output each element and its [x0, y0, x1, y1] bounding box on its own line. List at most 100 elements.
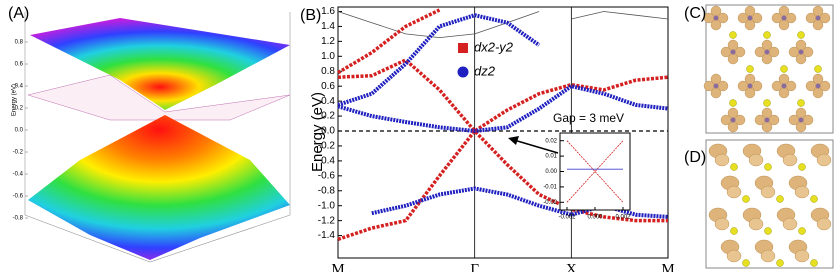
atom: [776, 195, 784, 203]
atom: [730, 117, 736, 123]
orbital-lobe: [771, 12, 783, 24]
panel-c-structure: [703, 4, 834, 134]
x-tick-label: 0.000: [587, 215, 603, 221]
annotation: Gap = 3 meV: [553, 111, 624, 125]
y-tick-label: 1.4: [321, 21, 335, 32]
orbital-lobe: [748, 153, 764, 167]
x-tick-label: 0.002: [615, 215, 631, 221]
atom: [729, 31, 737, 39]
y-tick-label: 0.00: [545, 169, 557, 175]
orbital-lobe: [816, 217, 832, 231]
orbital-lobe: [819, 80, 831, 92]
orbital-lobe: [794, 185, 810, 199]
y-tick-label: -0.2: [318, 141, 336, 152]
orbital-lobe: [726, 185, 742, 199]
atom: [781, 83, 787, 89]
atom: [797, 31, 805, 39]
atom: [764, 227, 772, 235]
orbital-lobe: [714, 217, 730, 231]
z-tick-label: -0.2: [13, 150, 24, 156]
atom: [798, 227, 806, 235]
orbital-lobe: [737, 80, 749, 92]
band: [566, 140, 624, 203]
atom: [798, 49, 804, 55]
band: [337, 8, 441, 75]
orbital-lobe: [782, 153, 798, 167]
atom: [797, 99, 805, 107]
y-tick-label: 0.6: [321, 81, 335, 92]
orbital-lobe: [717, 80, 729, 92]
atom: [814, 65, 822, 73]
x-tick-label: M: [661, 261, 674, 272]
orbital-lobe: [805, 80, 817, 92]
orbital-lobe: [794, 249, 810, 263]
y-tick-label: -0.6: [318, 170, 336, 181]
z-tick-label: -0.6: [13, 194, 24, 200]
band: [337, 13, 541, 107]
legend-swatch: [457, 66, 469, 78]
orbital-lobe: [748, 217, 764, 231]
orbital-lobe: [754, 114, 766, 126]
z-tick-label: 0.0: [15, 128, 24, 134]
z-tick-label: -0.8: [13, 216, 24, 222]
y-tick-label: 0.0: [321, 126, 335, 137]
orbital-lobe: [788, 46, 800, 58]
y-tick-label: -1.4: [318, 230, 336, 241]
orbital-lobe: [768, 46, 780, 58]
orbital-lobe: [802, 46, 814, 58]
atom: [764, 49, 770, 55]
orbital-lobe: [819, 12, 831, 24]
y-tick-label: 1.2: [321, 36, 335, 47]
y-tick-label: -1.2: [318, 215, 336, 226]
atom: [746, 65, 754, 73]
orbital-lobe: [782, 217, 798, 231]
y-tick-label: 0.8: [321, 66, 335, 77]
orbital-lobe: [771, 80, 783, 92]
atom: [747, 83, 753, 89]
panel-d-structure: [705, 139, 834, 269]
y-tick-label: 0.01: [545, 154, 557, 160]
atom: [763, 31, 771, 39]
chart-title: (B): [300, 7, 321, 24]
z-tick-label: 0.4: [15, 84, 24, 90]
y-axis-label: Energy (eV): [309, 92, 326, 172]
atom: [776, 259, 784, 267]
atom: [713, 15, 719, 21]
z-tick-label: 0.8: [15, 40, 24, 46]
atom: [730, 227, 738, 235]
atom: [729, 99, 737, 107]
orbital-lobe: [720, 114, 732, 126]
band: [566, 140, 624, 203]
atom: [781, 15, 787, 21]
y-tick-label: 1.0: [321, 51, 335, 62]
y-tick-label: -0.8: [318, 185, 336, 196]
orbital-lobe: [751, 80, 763, 92]
orbital-lobe: [785, 12, 797, 24]
orbital-lobe: [816, 153, 832, 167]
atom: [810, 195, 818, 203]
atom: [815, 15, 821, 21]
orbital-lobe: [768, 114, 780, 126]
orbital-lobe: [802, 114, 814, 126]
atom: [810, 259, 818, 267]
orbital-lobe: [720, 46, 732, 58]
arrow-shaft: [513, 139, 559, 154]
orbital-lobe: [714, 153, 730, 167]
orbital-lobe: [754, 46, 766, 58]
atom: [730, 163, 738, 171]
x-tick-label: X: [566, 261, 577, 272]
axis-label: Energy (eV): [12, 84, 18, 116]
panel-a-surface: [24, 12, 291, 263]
atom: [764, 163, 772, 171]
band: [337, 84, 669, 133]
orbital-lobe: [760, 185, 776, 199]
arrow-head: [508, 136, 519, 145]
y-tick-label: 0.02: [545, 138, 557, 144]
orbital-lobe: [785, 80, 797, 92]
y-tick-label: 0.4: [321, 96, 335, 107]
orbital-lobe: [805, 12, 817, 24]
atom: [713, 83, 719, 89]
atom: [780, 65, 788, 73]
z-tick-label: -0.4: [13, 172, 24, 178]
